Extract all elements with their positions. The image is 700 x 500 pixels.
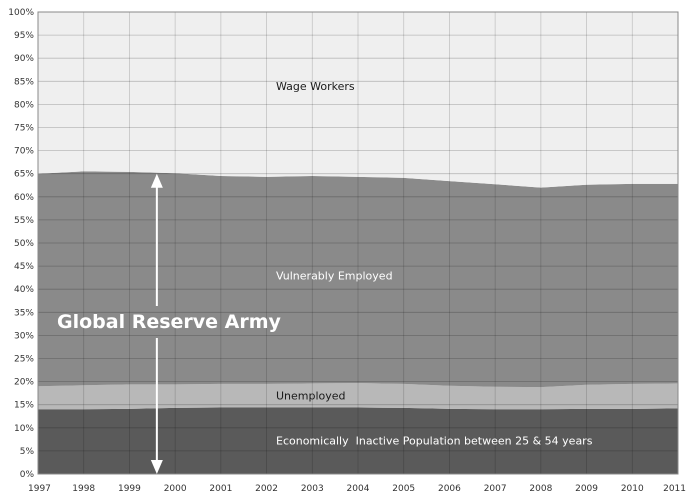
y-tick-label: 80% xyxy=(14,100,34,110)
y-tick-label: 95% xyxy=(14,31,34,41)
y-tick-label: 25% xyxy=(14,355,34,365)
x-tick-label: 2008 xyxy=(529,484,552,494)
x-axis: 1997 1998 1999 2000 2001 2002 2003 2004 2005 2006… xyxy=(28,484,686,494)
y-tick-label: 35% xyxy=(14,308,34,318)
x-tick-label: 2007 xyxy=(484,484,507,494)
y-tick-label: 60% xyxy=(14,193,34,203)
y-tick-label: 10% xyxy=(14,424,34,434)
y-tick-label: 75% xyxy=(14,124,34,134)
y-tick-label: 0% xyxy=(20,470,35,480)
y-tick-label: 70% xyxy=(14,147,34,157)
x-tick-label: 2010 xyxy=(621,484,644,494)
x-tick-label: 2000 xyxy=(164,484,187,494)
annotation-arrowhead-down xyxy=(150,460,163,474)
y-tick-label: 90% xyxy=(14,54,34,64)
series-label-unemployed: Unemployed xyxy=(276,389,346,402)
x-tick-label: 1998 xyxy=(72,484,95,494)
area-economically-inactive-population-between-25-54-years xyxy=(38,407,678,474)
annotation-arrowhead-up xyxy=(150,173,163,188)
x-tick-label: 2009 xyxy=(575,484,598,494)
area-unemployed xyxy=(38,383,678,410)
series-labels: Economically Inactive Population between… xyxy=(276,80,593,448)
x-tick-label: 2001 xyxy=(209,484,232,494)
area-layers xyxy=(38,12,678,474)
y-axis: 0% 5% 10% 15% 20% 25% 30% 35% 40% 45% 50% 55% 60% 65%… xyxy=(8,8,34,480)
y-tick-label: 85% xyxy=(14,77,34,87)
y-tick-label: 20% xyxy=(14,378,34,388)
x-tick-label: 2005 xyxy=(392,484,415,494)
series-label-vulnerably-employed: Vulnerably Employed xyxy=(276,269,393,282)
y-tick-label: 40% xyxy=(14,285,34,295)
annotation-text: Global Reserve Army xyxy=(57,311,282,333)
y-tick-label: 65% xyxy=(14,170,34,180)
y-tick-label: 45% xyxy=(14,262,34,272)
x-tick-label: 2006 xyxy=(438,484,461,494)
x-tick-label: 1997 xyxy=(28,484,51,494)
area-vulnerably-employed xyxy=(38,171,678,388)
y-tick-label: 5% xyxy=(20,447,35,457)
series-label-economically-inactive-population-between-25-54-years: Economically Inactive Population between… xyxy=(276,435,593,448)
area-wage-workers xyxy=(38,12,678,188)
plot-border xyxy=(37,11,679,475)
series-label-wage-workers: Wage Workers xyxy=(276,80,355,93)
y-tick-label: 50% xyxy=(14,239,34,249)
global-reserve-army-annotation: Global Reserve Army xyxy=(57,173,282,474)
x-tick-label: 2011 xyxy=(663,484,686,494)
gridlines xyxy=(37,11,679,475)
x-tick-label: 2003 xyxy=(301,484,324,494)
x-tick-label: 2004 xyxy=(347,484,370,494)
y-tick-label: 100% xyxy=(8,8,34,18)
x-tick-label: 2002 xyxy=(255,484,278,494)
y-tick-label: 30% xyxy=(14,331,34,341)
x-tick-label: 1999 xyxy=(118,484,141,494)
y-tick-label: 55% xyxy=(14,216,34,226)
y-tick-label: 15% xyxy=(14,401,34,411)
